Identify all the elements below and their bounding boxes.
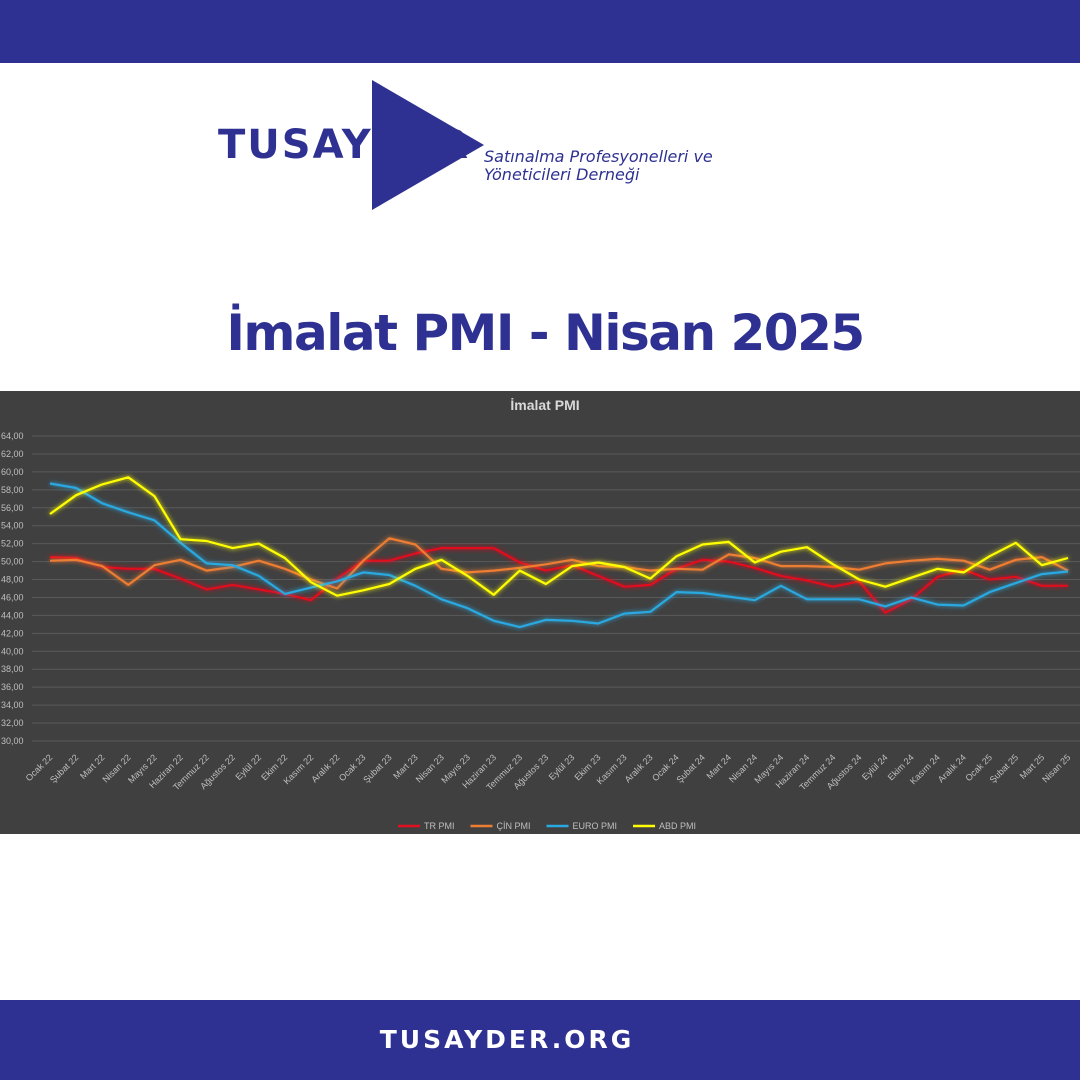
- y-tick-label: 32,00: [1, 718, 24, 728]
- y-tick-label: 50,00: [1, 557, 24, 567]
- y-tick-label: 52,00: [1, 539, 24, 549]
- tagline: Satınalma Profesyonelleri ve: [484, 147, 713, 166]
- chart: İmalat PMI 30,00 32,00 34,00 36,00 38,00 40,0…: [0, 391, 1080, 834]
- y-tick-label: 48,00: [1, 575, 24, 585]
- series-line: [49, 537, 1069, 590]
- y-tick-label: 58,00: [1, 485, 24, 495]
- top-band: [0, 0, 1080, 63]
- footer-band: [0, 1000, 1080, 1080]
- series-line: [49, 547, 1068, 614]
- footer-text: TUSAYDER.ORG: [380, 1025, 634, 1054]
- y-tick-label: 38,00: [1, 664, 24, 674]
- legend-label: EURO PMI: [573, 821, 618, 831]
- y-tick-label: 54,00: [1, 521, 24, 531]
- legend-label: ÇİN PMI: [497, 821, 531, 831]
- y-tick-label: 42,00: [1, 628, 24, 638]
- y-tick-label: 64,00: [1, 431, 24, 441]
- legend-label: ABD PMI: [659, 821, 696, 831]
- tagline: Yöneticileri Derneği: [484, 165, 640, 184]
- logo-text: TUSAYDER: [218, 122, 470, 168]
- chart-background: [0, 391, 1080, 834]
- y-tick-label: 34,00: [1, 700, 24, 710]
- series-line: [49, 482, 1069, 629]
- page-title: İmalat PMI - Nisan 2025: [226, 304, 863, 362]
- series-line: [49, 476, 1069, 597]
- chart-title: İmalat PMI: [510, 397, 579, 413]
- y-tick-label: 56,00: [1, 503, 24, 513]
- y-tick-label: 36,00: [1, 682, 24, 692]
- y-tick-label: 44,00: [1, 610, 24, 620]
- legend-label: TR PMI: [424, 821, 455, 831]
- y-tick-label: 30,00: [1, 736, 24, 746]
- y-tick-label: 60,00: [1, 467, 24, 477]
- y-tick-label: 46,00: [1, 592, 24, 602]
- y-tick-label: 62,00: [1, 449, 24, 459]
- logo-triangle: [372, 80, 484, 210]
- y-tick-label: 40,00: [1, 646, 24, 656]
